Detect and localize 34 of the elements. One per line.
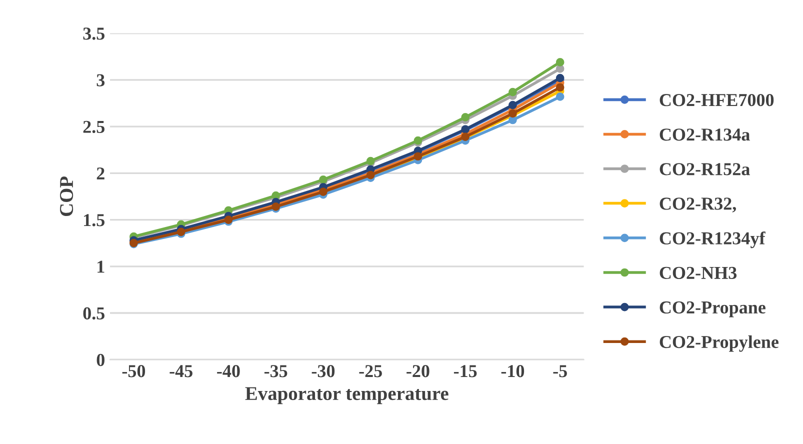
y-tick-label: 2.5 xyxy=(83,120,104,134)
y-tick-label: 1.5 xyxy=(84,214,104,226)
x-tick-label: -15 xyxy=(454,365,477,378)
x-axis-title: Evaporator temperature xyxy=(245,387,448,404)
x-tick-label: -10 xyxy=(501,365,524,378)
legend-label: CO2-R134a xyxy=(660,128,750,141)
x-tick-label: -25 xyxy=(359,365,382,378)
legend-label: CO2-HFE7000 xyxy=(660,94,774,106)
y-tick-label: 2 xyxy=(96,167,104,180)
x-tick-label: -30 xyxy=(312,365,335,378)
legend-label: CO2-Propane xyxy=(660,301,766,318)
x-tick-label: -50 xyxy=(122,365,146,378)
x-tick-label: -40 xyxy=(217,365,240,378)
point xyxy=(556,83,564,92)
legend-label: CO2-R1234yf xyxy=(660,232,766,248)
point xyxy=(508,88,517,96)
legend-label: CO2-R32, xyxy=(660,198,736,212)
x-tick-label: -35 xyxy=(264,365,288,378)
legend-label: CO2-R152a xyxy=(660,163,750,176)
y-tick-label: 1 xyxy=(98,260,104,273)
legend-label: CO2-Propylene xyxy=(660,335,778,352)
point xyxy=(556,58,564,66)
x-tick-label: -5 xyxy=(553,365,567,378)
legend-label: CO2-NH3 xyxy=(660,266,737,279)
y-tick-label: 3.5 xyxy=(83,28,104,40)
y-axis-title: COP xyxy=(60,176,74,216)
x-tick-label: -20 xyxy=(406,365,430,378)
y-tick-label: 3 xyxy=(96,74,105,86)
point xyxy=(461,113,470,122)
y-tick-label: 0.5 xyxy=(83,307,104,320)
y-tick-label: 0 xyxy=(96,354,104,366)
x-tick-label: -45 xyxy=(170,365,192,378)
point xyxy=(556,64,564,73)
point xyxy=(556,92,564,101)
